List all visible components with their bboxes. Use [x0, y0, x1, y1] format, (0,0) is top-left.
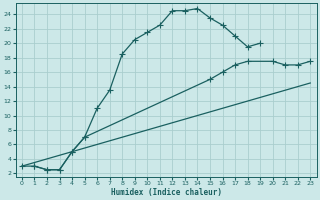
X-axis label: Humidex (Indice chaleur): Humidex (Indice chaleur): [111, 188, 221, 197]
